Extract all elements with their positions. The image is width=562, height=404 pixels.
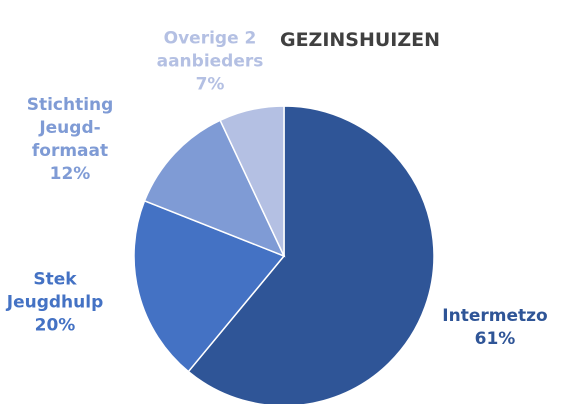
slice-label: Intermetzo 61% bbox=[442, 305, 547, 351]
slice-label: Stichting Jeugd- formaat 12% bbox=[27, 94, 114, 186]
pie-slice bbox=[187, 105, 435, 404]
category-label: Stek Jeugdhulp bbox=[6, 269, 104, 313]
value-label: 7% bbox=[195, 74, 225, 95]
category-label: Overige 2 aanbieders bbox=[156, 28, 264, 72]
value-label: 61% bbox=[474, 329, 516, 349]
value-label: 12% bbox=[49, 164, 91, 184]
pie-slice bbox=[219, 105, 285, 257]
pie-slice bbox=[133, 199, 286, 373]
pie-slice bbox=[143, 119, 286, 258]
chart-title: GEZINSHUIZEN bbox=[279, 29, 441, 51]
category-label: Stichting Jeugd- formaat bbox=[26, 95, 114, 161]
value-label: 20% bbox=[34, 315, 76, 336]
slice-label: Overige 2 aanbieders 7% bbox=[157, 28, 264, 97]
slice-label: Stek Jeugdhulp 20% bbox=[7, 269, 104, 338]
category-label: Intermetzo bbox=[442, 306, 548, 326]
